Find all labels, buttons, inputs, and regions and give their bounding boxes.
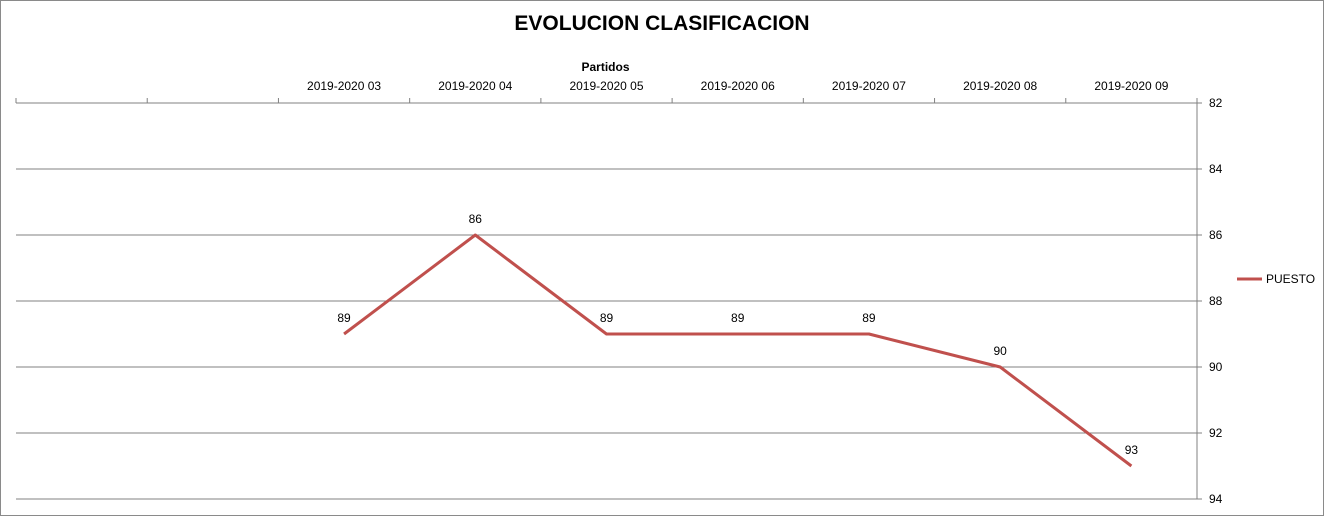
y-tick-label: 84 [1209, 162, 1223, 176]
legend-label: PUESTO [1266, 272, 1315, 286]
data-label: 89 [600, 311, 614, 325]
data-label: 89 [337, 311, 351, 325]
x-axis: 2019-2020 03 2019-2020 04 2019-2020 05 2019… [15, 79, 1198, 103]
y-tick-label: 92 [1209, 426, 1223, 440]
y-tick-label: 94 [1209, 492, 1223, 506]
gridlines [16, 102, 1197, 500]
data-label: 90 [993, 344, 1007, 358]
series-group: 89 86 89 89 89 90 93 [337, 212, 1139, 468]
x-tick-label: 2019-2020 06 [701, 79, 775, 93]
x-tick-label: 2019-2020 05 [569, 79, 643, 93]
y-tick-label: 88 [1209, 294, 1223, 308]
series-line [343, 233, 1133, 468]
chart-title: EVOLUCION CLASIFICACION [514, 12, 810, 35]
x-tick-label: 2019-2020 09 [1094, 79, 1168, 93]
x-tick-label: 2019-2020 04 [438, 79, 512, 93]
data-label: 89 [731, 311, 745, 325]
x-tick-label: 2019-2020 03 [307, 79, 381, 93]
data-label: 86 [469, 212, 483, 226]
y-axis: 82 84 86 88 90 92 94 [1196, 96, 1223, 506]
y-tick-label: 86 [1209, 228, 1223, 242]
data-label: 89 [862, 311, 876, 325]
x-tick-label: 2019-2020 07 [832, 79, 906, 93]
data-label: 93 [1125, 443, 1139, 457]
x-axis-title: Partidos [581, 60, 630, 74]
legend: PUESTO [1237, 272, 1315, 286]
y-tick-label: 90 [1209, 360, 1223, 374]
y-tick-label: 82 [1209, 96, 1223, 110]
x-tick-label: 2019-2020 08 [963, 79, 1037, 93]
